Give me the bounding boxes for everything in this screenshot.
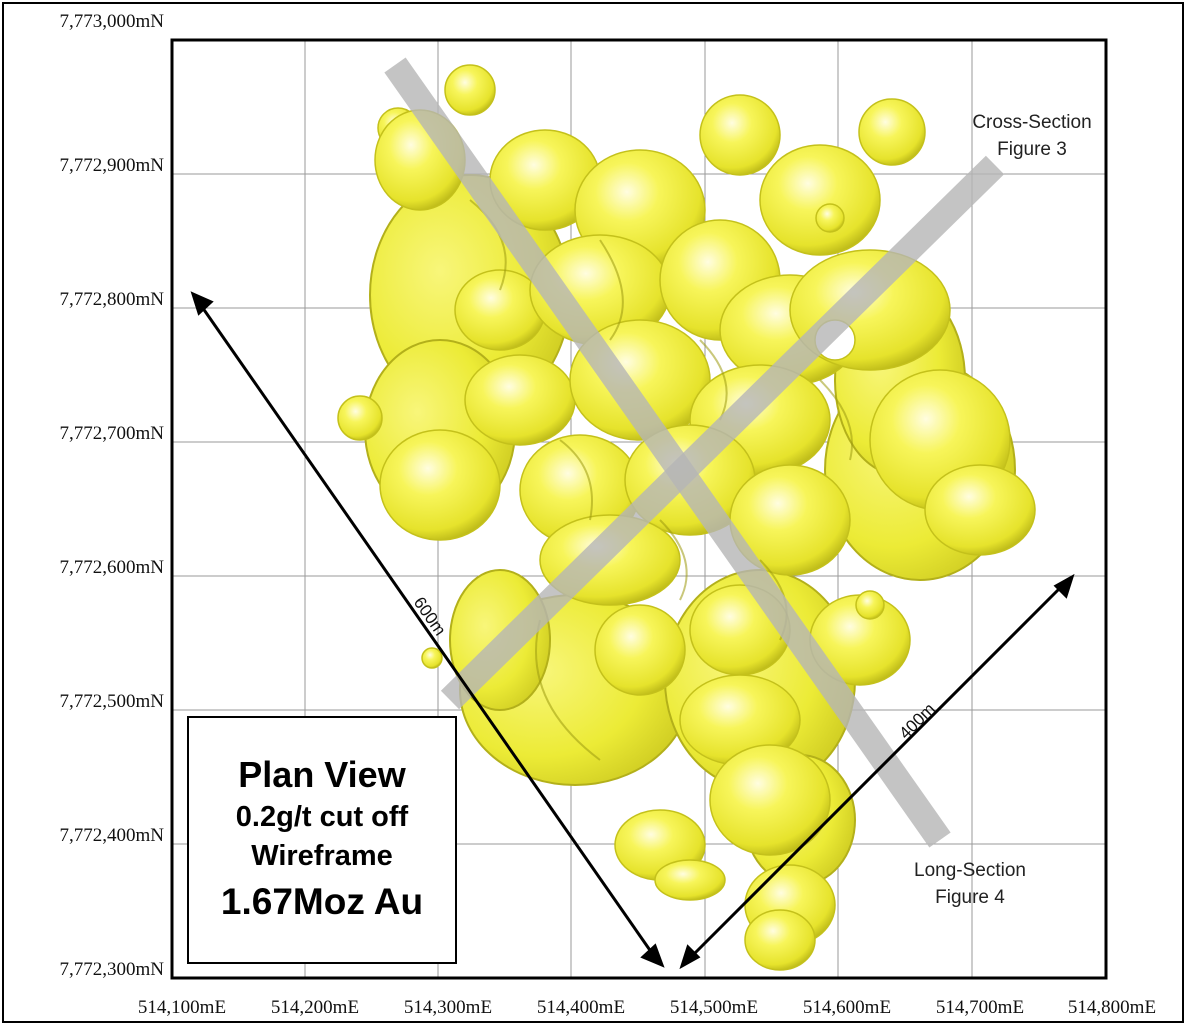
northing-label: 7,772,500mN [60,691,165,712]
northing-label: 7,773,000mN [60,11,165,32]
northing-label: 7,772,800mN [60,289,165,310]
info-type: Wireframe [251,840,393,872]
northing-label: 7,772,700mN [60,423,165,444]
info-box: Plan View 0.2g/t cut off Wireframe 1.67M… [187,716,457,964]
info-cutoff: 0.2g/t cut off [235,801,409,833]
arrow-head-icon [1053,573,1075,599]
northing-label: 7,772,400mN [60,825,165,846]
northing-axis-labels: 7,773,000mN 7,772,900mN 7,772,800mN 7,772,7… [60,11,165,980]
dimension-arrow-600m [198,303,656,957]
easting-label: 514,400mE [537,997,625,1018]
easting-label: 514,600mE [803,997,891,1018]
easting-label: 514,300mE [404,997,492,1018]
easting-label: 514,500mE [670,997,758,1018]
easting-label: 514,200mE [271,997,359,1018]
cross-section-label-line2: Figure 3 [997,139,1067,160]
dimension-arrows [190,291,1075,970]
easting-label: 514,800mE [1068,997,1156,1018]
arrow-head-icon [640,943,665,968]
arrow-head-icon [190,291,214,316]
easting-axis-labels: 514,100mE 514,200mE 514,300mE 514,400mE 514,… [138,997,1156,1018]
northing-label: 7,772,300mN [60,959,165,980]
easting-label: 514,700mE [936,997,1024,1018]
long-section-line [384,57,951,848]
info-resource: 1.67Moz Au [220,881,424,922]
easting-label: 514,100mE [138,997,226,1018]
plot-border [170,38,1108,980]
northing-label: 7,772,900mN [60,155,165,176]
long-section-label-line1: Long-Section [914,860,1026,881]
northing-label: 7,772,600mN [60,557,165,578]
cross-section-label-line1: Cross-Section [972,112,1091,133]
arrow-head-icon [679,944,701,970]
dimension-arrow-400m [688,583,1065,960]
long-section-label-line2: Figure 4 [935,887,1005,908]
cross-section-line [440,155,1005,710]
info-title: Plan View [238,754,406,795]
